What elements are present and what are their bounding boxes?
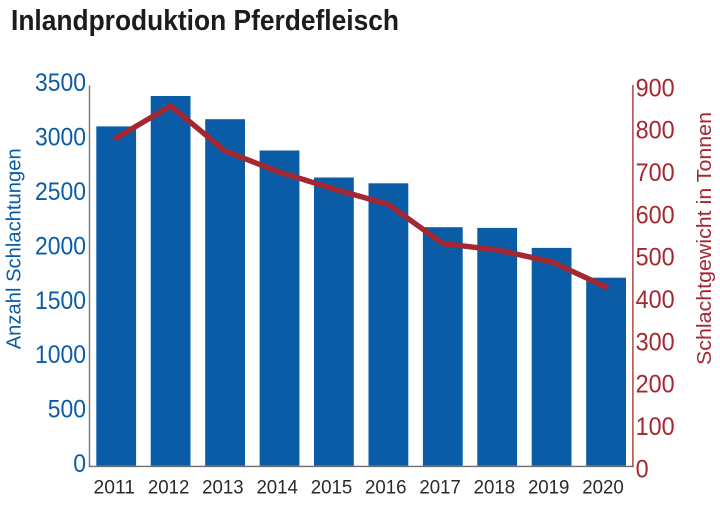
svg-text:800: 800 — [636, 117, 675, 145]
svg-text:2017: 2017 — [419, 476, 461, 498]
svg-text:100: 100 — [636, 413, 675, 441]
svg-text:400: 400 — [636, 286, 675, 314]
svg-text:Anzahl Schlachtungen: Anzahl Schlachtungen — [4, 148, 26, 349]
svg-text:200: 200 — [636, 371, 675, 399]
svg-text:0: 0 — [73, 450, 86, 478]
svg-text:2013: 2013 — [202, 476, 244, 498]
svg-text:500: 500 — [48, 396, 86, 424]
svg-text:Schlachtgewicht in Tonnen: Schlachtgewicht in Tonnen — [694, 112, 716, 365]
svg-text:2015: 2015 — [311, 476, 353, 498]
svg-text:2012: 2012 — [148, 476, 190, 498]
svg-text:300: 300 — [636, 328, 675, 356]
svg-text:2019: 2019 — [528, 476, 570, 498]
svg-text:2016: 2016 — [365, 476, 407, 498]
svg-text:600: 600 — [636, 201, 675, 229]
svg-text:3000: 3000 — [35, 123, 86, 151]
svg-text:1500: 1500 — [35, 287, 86, 315]
svg-text:900: 900 — [636, 74, 675, 102]
svg-text:2020: 2020 — [582, 476, 624, 498]
svg-text:2500: 2500 — [35, 178, 86, 206]
svg-text:2000: 2000 — [35, 232, 86, 260]
svg-text:1000: 1000 — [35, 341, 86, 369]
svg-text:Inlandproduktion Pferdefleisch: Inlandproduktion Pferdefleisch — [11, 5, 399, 37]
svg-text:2018: 2018 — [474, 476, 516, 498]
svg-text:3500: 3500 — [35, 69, 86, 97]
svg-text:2011: 2011 — [94, 476, 136, 498]
svg-text:700: 700 — [636, 159, 675, 187]
svg-text:500: 500 — [636, 244, 675, 272]
svg-text:0: 0 — [636, 455, 649, 483]
svg-text:2014: 2014 — [256, 476, 298, 498]
